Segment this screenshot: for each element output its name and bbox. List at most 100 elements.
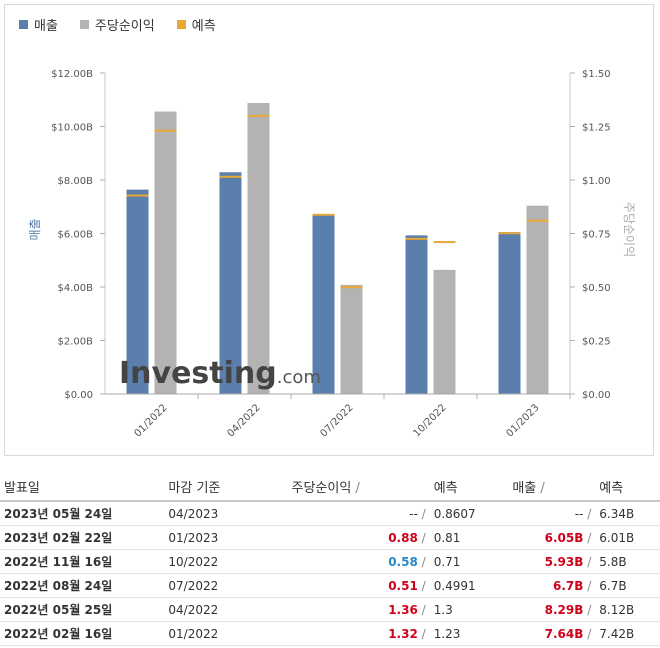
right-tick-label: $0.00 [582, 390, 611, 401]
table-row: 2023년 05월 24일 04/2023 -- /0.8607 -- /6.34B [0, 501, 660, 526]
separator: / [587, 626, 592, 641]
col-eps-label: 주당순이익 [291, 480, 352, 496]
eps-bar[interactable] [247, 102, 270, 395]
row-revenue-forecast: 6.34B [595, 501, 660, 526]
row-eps: -- / [287, 501, 430, 526]
row-revenue-forecast: 8.12B [595, 597, 660, 622]
eps-bar[interactable] [433, 269, 456, 394]
left-axis-title: 매출 [28, 218, 42, 240]
separator: / [587, 554, 592, 569]
x-tick-label: 10/2022 [411, 402, 448, 439]
left-tick-label: $4.00B [58, 283, 94, 294]
separator: / [587, 602, 592, 617]
earnings-table: 발표일 마감 기준 주당순이익 / 예측 매출 / 예측 2023년 05월 2… [0, 472, 660, 646]
revenue-value: -- [574, 506, 584, 521]
row-eps-forecast: 1.23 [429, 621, 509, 646]
right-tick-label: $0.25 [582, 337, 611, 348]
revenue-value: 5.93B [544, 554, 584, 569]
earnings-chart: $0.00 $2.00B $4.00B $6.00B $8.00B $10.00B $12.… [28, 69, 636, 439]
eps-value: 0.58 [388, 554, 418, 569]
eps-forecast-mark[interactable] [526, 219, 549, 222]
separator: / [421, 626, 426, 641]
revenue-forecast-mark[interactable] [126, 194, 149, 197]
row-revenue: 8.29B / [508, 597, 596, 622]
right-tick-label: $0.75 [582, 230, 611, 241]
revenue-bar[interactable] [312, 214, 335, 394]
row-revenue: 6.05B / [508, 525, 596, 550]
table-row: 2023년 02월 22일 01/2023 0.88 /0.81 6.05B /6.0… [0, 525, 660, 550]
col-revenue-forecast[interactable]: 예측 [595, 472, 660, 502]
row-eps: 0.58 / [287, 549, 430, 574]
row-revenue: 6.7B / [508, 573, 596, 598]
eps-forecast-mark[interactable] [340, 286, 363, 289]
left-tick-label: $2.00B [58, 337, 94, 348]
x-tick-label: 07/2022 [318, 402, 355, 439]
eps-forecast-mark[interactable] [154, 129, 177, 132]
x-tick-label: 01/2023 [504, 402, 541, 439]
row-revenue: -- / [508, 501, 596, 526]
eps-value: 1.36 [388, 602, 418, 617]
revenue-bar[interactable] [126, 189, 149, 394]
eps-forecast-mark[interactable] [433, 241, 456, 244]
separator: / [421, 554, 426, 569]
revenue-forecast-mark[interactable] [405, 237, 428, 240]
eps-bar[interactable] [526, 205, 549, 394]
separator: / [421, 506, 426, 521]
row-eps: 0.88 / [287, 525, 430, 550]
chart-panel: 매출 주당순이익 예측 $0.00 $2.00B $4.00B $6.00B $8.00… [4, 4, 654, 456]
col-revenue-label: 매출 [512, 480, 537, 496]
table-row: 2022년 11월 16일 10/2022 0.58 /0.71 5.93B /5.8… [0, 549, 660, 574]
eps-value: -- [409, 506, 418, 521]
col-period[interactable]: 마감 기준 [164, 472, 288, 502]
eps-value: 0.88 [388, 530, 418, 545]
legend-revenue-label: 매출 [34, 19, 58, 34]
row-period: 04/2022 [164, 597, 288, 622]
revenue-bar[interactable] [219, 172, 242, 394]
separator: / [587, 578, 592, 593]
row-eps: 1.36 / [287, 597, 430, 622]
separator: / [421, 602, 426, 617]
row-date: 2023년 02월 22일 [0, 525, 165, 550]
col-date[interactable]: 발표일 [0, 472, 165, 502]
row-date: 2022년 05월 25일 [0, 597, 165, 622]
revenue-bar[interactable] [498, 232, 521, 394]
col-revenue[interactable]: 매출 / [508, 472, 596, 502]
table-header-row: 발표일 마감 기준 주당순이익 / 예측 매출 / 예측 [0, 472, 660, 502]
col-eps-forecast[interactable]: 예측 [429, 472, 509, 502]
x-tick-label: 04/2022 [225, 402, 262, 439]
row-eps-forecast: 1.3 [429, 597, 509, 622]
revenue-forecast-mark[interactable] [219, 175, 242, 178]
right-tick-label: $0.50 [582, 283, 611, 294]
legend-item-forecast[interactable]: 예측 [176, 15, 216, 34]
row-eps: 1.32 / [287, 621, 430, 646]
revenue-forecast-mark[interactable] [498, 232, 521, 235]
left-tick-label: $12.00B [51, 69, 93, 80]
legend-item-eps[interactable]: 주당순이익 [79, 15, 155, 34]
row-period: 07/2022 [164, 573, 288, 598]
legend-forecast-label: 예측 [191, 19, 216, 34]
col-eps[interactable]: 주당순이익 / [287, 472, 430, 502]
chart-legend: 매출 주당순이익 예측 [19, 15, 216, 34]
row-period: 01/2022 [164, 621, 288, 646]
x-tick-label: 01/2022 [132, 402, 169, 439]
eps-bar[interactable] [340, 284, 363, 394]
revenue-value: 6.05B [544, 530, 584, 545]
left-tick-label: $0.00 [64, 390, 93, 401]
forecast-swatch-icon [176, 20, 186, 29]
revenue-bar[interactable] [405, 235, 428, 394]
row-date: 2022년 11월 16일 [0, 549, 165, 574]
legend-item-revenue[interactable]: 매출 [19, 15, 58, 34]
row-period: 01/2023 [164, 525, 288, 550]
row-eps-forecast: 0.71 [429, 549, 509, 574]
row-date: 2023년 05월 24일 [0, 501, 165, 526]
eps-forecast-mark[interactable] [247, 114, 270, 117]
revenue-swatch-icon [19, 20, 28, 29]
legend-eps-label: 주당순이익 [94, 19, 155, 34]
row-date: 2022년 02월 16일 [0, 621, 165, 646]
row-revenue-forecast: 7.42B [595, 621, 660, 646]
row-revenue-forecast: 6.01B [595, 525, 660, 550]
revenue-forecast-mark[interactable] [312, 213, 335, 216]
separator: / [421, 530, 426, 545]
eps-bar[interactable] [154, 111, 177, 395]
row-eps-forecast: 0.4991 [429, 573, 509, 598]
